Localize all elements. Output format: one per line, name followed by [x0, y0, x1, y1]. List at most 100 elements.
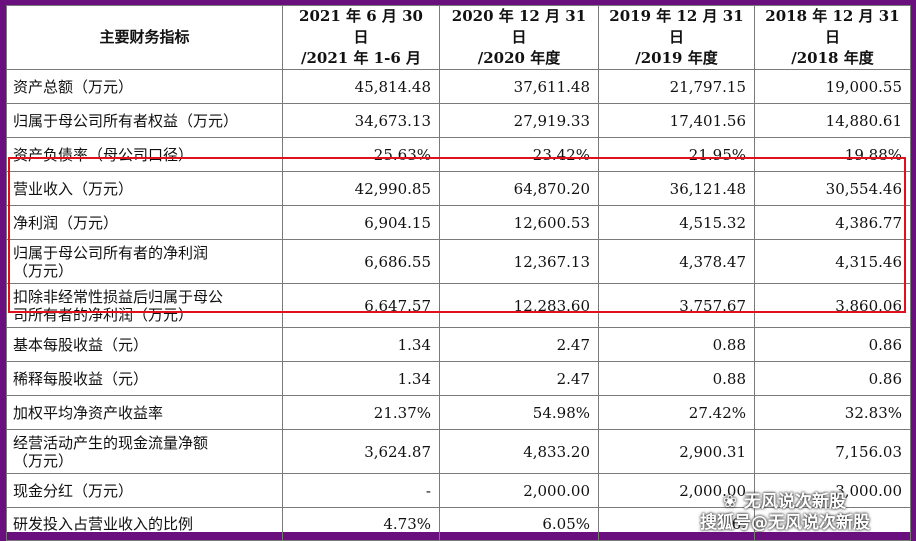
cell-value: 4,833.20	[439, 429, 599, 474]
header-row: 主要财务指标 2021 年 6 月 30 日 /2021 年 1-6 月 202…	[6, 5, 911, 70]
cell-value: 21.95%	[598, 137, 755, 172]
cell-value: 30,554.46	[754, 171, 911, 206]
row-label: 基本每股收益（元）	[6, 327, 283, 362]
table-row: 扣除非经常性损益后归属于母公 司所有者的净利润（万元） 6,647.57 12,…	[6, 283, 911, 328]
cell-value: 4,378.47	[598, 239, 755, 284]
header-line: /2018 年度	[791, 49, 874, 67]
cell-value: 64,870.20	[439, 171, 599, 206]
table-row: 现金分红（万元） - 2,000.00 2,000.00 3,000.00	[6, 473, 911, 508]
row-label-line: 资产负债率（母公司口径）	[13, 145, 194, 164]
cell-value: 27,919.33	[439, 103, 599, 138]
cell-value: 0.86	[754, 361, 911, 396]
row-label: 归属于母公司所有者的净利润 （万元）	[6, 239, 283, 284]
row-label-line: 资产总额（万元）	[13, 77, 134, 96]
row-label-line: 营业收入（万元）	[13, 179, 134, 198]
row-label: 扣除非经常性损益后归属于母公 司所有者的净利润（万元）	[6, 283, 283, 328]
header-line: 2020 年 12 月 31 日	[451, 7, 587, 46]
cell-value: 34,673.13	[282, 103, 440, 138]
header-2020: 2020 年 12 月 31 日 /2020 年度	[439, 5, 599, 70]
cell-value: 37,611.48	[439, 69, 599, 104]
cell-value: 54.98%	[439, 395, 599, 430]
header-2021h1: 2021 年 6 月 30 日 /2021 年 1-6 月	[282, 5, 440, 70]
table-frame: 主要财务指标 2021 年 6 月 30 日 /2021 年 1-6 月 202…	[6, 5, 911, 541]
cell-value: 6,904.15	[282, 205, 440, 240]
table-row: 经营活动产生的现金流量净额 （万元） 3,624.87 4,833.20 2,9…	[6, 429, 911, 474]
financial-indicators-table: 主要财务指标 2021 年 6 月 30 日 /2021 年 1-6 月 202…	[6, 5, 911, 541]
row-label: 现金分红（万元）	[6, 473, 283, 508]
table-row: 归属于母公司所有者权益（万元） 34,673.13 27,919.33 17,4…	[6, 103, 911, 138]
cell-value: 0.86	[754, 327, 911, 362]
cell-value: 4,315.46	[754, 239, 911, 284]
row-label-line: （万元）	[13, 261, 74, 280]
cell-value: 12,283.60	[439, 283, 599, 328]
table-row: 资产负债率（母公司口径） 25.63% 23.42% 21.95% 19.88%	[6, 137, 911, 172]
cell-value: 2.47	[439, 361, 599, 396]
cell-value: 3,757.67	[598, 283, 755, 328]
cell-value: 23.42%	[439, 137, 599, 172]
cell-value: 6,647.57	[282, 283, 440, 328]
table-row: 归属于母公司所有者的净利润 （万元） 6,686.55 12,367.13 4,…	[6, 239, 911, 284]
row-label: 归属于母公司所有者权益（万元）	[6, 103, 283, 138]
row-label-line: 扣除非经常性损益后归属于母公	[13, 287, 224, 306]
row-label: 净利润（万元）	[6, 205, 283, 240]
table-row: 加权平均净资产收益率 21.37% 54.98% 27.42% 32.83%	[6, 395, 911, 430]
header-line: 2019 年 12 月 31 日	[609, 7, 744, 46]
row-label: 资产总额（万元）	[6, 69, 283, 104]
cell-value: 3,624.87	[282, 429, 440, 474]
header-line: /2021 年 1-6 月	[301, 49, 421, 67]
cell-value: 2,900.31	[598, 429, 755, 474]
row-label-line: 净利润（万元）	[13, 213, 119, 232]
row-label-line: （万元）	[13, 451, 74, 470]
watermark-line1: 无风说次新股	[744, 492, 846, 512]
watermark-sohu: 搜狐号@无风说次新股	[700, 513, 870, 533]
row-label-line: 司所有者的净利润（万元）	[13, 305, 194, 324]
cell-value: 1.34	[282, 361, 440, 396]
cell-value: 1.34	[282, 327, 440, 362]
row-label-line: 归属于母公司所有者权益（万元）	[13, 111, 239, 130]
table-row: 资产总额（万元） 45,814.48 37,611.48 21,797.15 1…	[6, 69, 911, 104]
row-label: 加权平均净资产收益率	[6, 395, 283, 430]
row-label-line: 经营活动产生的现金流量净额	[13, 433, 209, 452]
row-label-line: 基本每股收益（元）	[13, 335, 149, 354]
row-label-line: 现金分红（万元）	[13, 481, 134, 500]
row-label-line: 研发投入占营业收入的比例	[13, 515, 194, 533]
cell-value: 4,386.77	[754, 205, 911, 240]
header-2019: 2019 年 12 月 31 日 /2019 年度	[598, 5, 755, 70]
wechat-icon: ❀	[722, 492, 738, 512]
cell-value: 45,814.48	[282, 69, 440, 104]
cell-value: 12,367.13	[439, 239, 599, 284]
cell-value: 2,000.00	[439, 473, 599, 508]
header-line: /2019 年度	[635, 49, 718, 67]
header-line: 2021 年 6 月 30 日	[299, 7, 423, 46]
row-label: 资产负债率（母公司口径）	[6, 137, 283, 172]
cell-value: 7,156.03	[754, 429, 911, 474]
cell-value: 19,000.55	[754, 69, 911, 104]
cell-value: 3,860.06	[754, 283, 911, 328]
row-label: 营业收入（万元）	[6, 171, 283, 206]
row-label: 稀释每股收益（元）	[6, 361, 283, 396]
cell-value: 6.05%	[439, 507, 599, 541]
table-row: 营业收入（万元） 42,990.85 64,870.20 36,121.48 3…	[6, 171, 911, 206]
header-metric: 主要财务指标	[6, 5, 283, 70]
cell-value: 4.73%	[282, 507, 440, 541]
header-line: /2020 年度	[477, 49, 561, 67]
cell-value: 36,121.48	[598, 171, 755, 206]
cell-value: 4,515.32	[598, 205, 755, 240]
watermark-wechat: ❀ 无风说次新股	[720, 487, 846, 512]
cell-value: 6,686.55	[282, 239, 440, 284]
cell-value: 42,990.85	[282, 171, 440, 206]
table-row: 基本每股收益（元） 1.34 2.47 0.88 0.86	[6, 327, 911, 362]
cell-value: 21.37%	[282, 395, 440, 430]
cell-value: 2.47	[439, 327, 599, 362]
cell-value: 0.88	[598, 361, 755, 396]
cell-value: 32.83%	[754, 395, 911, 430]
cell-value: 17,401.56	[598, 103, 755, 138]
table-row: 研发投入占营业收入的比例 4.73% 6.05% 6.	[6, 507, 911, 541]
cell-value: -	[282, 473, 440, 508]
table-row: 稀释每股收益（元） 1.34 2.47 0.88 0.86	[6, 361, 911, 396]
cell-value: 3,000.00	[754, 473, 911, 508]
row-label-line: 加权平均净资产收益率	[13, 403, 164, 422]
header-line: 2018 年 12 月 31 日	[765, 7, 900, 46]
cell-value: 12,600.53	[439, 205, 599, 240]
cell-value: 0.88	[598, 327, 755, 362]
